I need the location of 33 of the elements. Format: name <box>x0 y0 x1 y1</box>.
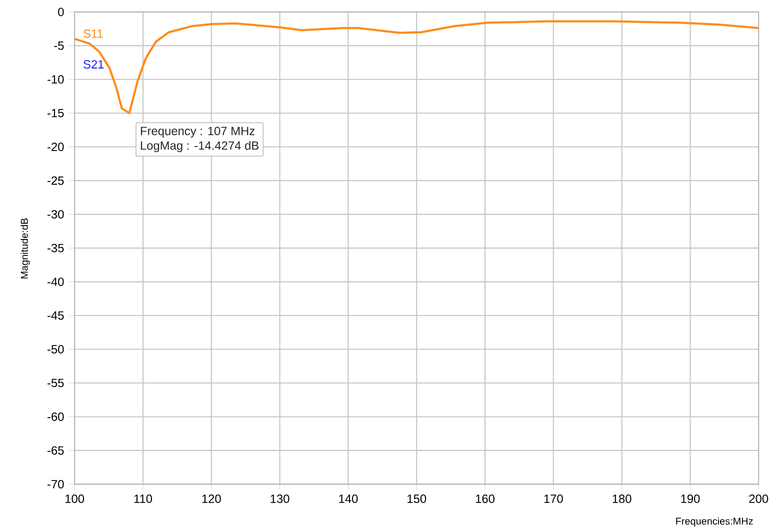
y-tick-label: -50 <box>48 345 64 354</box>
y-axis-title: Magnitude:dB <box>20 218 30 278</box>
y-tick-label: 0 <box>58 8 64 16</box>
x-tick-label: 200 <box>749 494 768 503</box>
x-axis-title: Frequencies:MHz <box>676 517 753 527</box>
x-tick-label: 120 <box>202 494 221 503</box>
y-tick-label: -30 <box>48 210 64 219</box>
x-tick-label: 150 <box>408 494 426 503</box>
y-tick-label: -35 <box>48 244 64 252</box>
y-tick-label: -55 <box>48 378 64 388</box>
x-tick-label: 140 <box>339 494 358 503</box>
y-tick-label: -40 <box>48 278 64 286</box>
y-tick-label: -70 <box>48 480 64 488</box>
x-tick-label: 130 <box>270 494 290 503</box>
y-tick-label: -45 <box>48 311 64 320</box>
x-tick-label: 100 <box>66 494 84 503</box>
x-tick-label: 190 <box>681 494 700 503</box>
x-tick-label: 160 <box>476 494 494 503</box>
y-tick-label: -65 <box>48 446 64 455</box>
y-tick-label: -20 <box>48 142 64 152</box>
series-label: S11 <box>84 29 103 38</box>
annotation: LogMag : -14.4274 dB <box>140 141 258 152</box>
line-series <box>74 20 760 114</box>
x-tick-label: 180 <box>612 494 632 503</box>
x-tick-label: 110 <box>134 494 152 503</box>
legend-label: S21 <box>84 60 104 69</box>
y-tick-label: -60 <box>48 412 64 421</box>
y-tick-label: -10 <box>48 75 64 84</box>
y-tick-label: -15 <box>48 108 64 118</box>
annotation: Frequency : 107 MHz <box>140 126 255 138</box>
y-tick-label: -25 <box>48 176 64 185</box>
y-tick-label: -5 <box>54 41 64 50</box>
x-tick-label: 170 <box>544 494 563 503</box>
